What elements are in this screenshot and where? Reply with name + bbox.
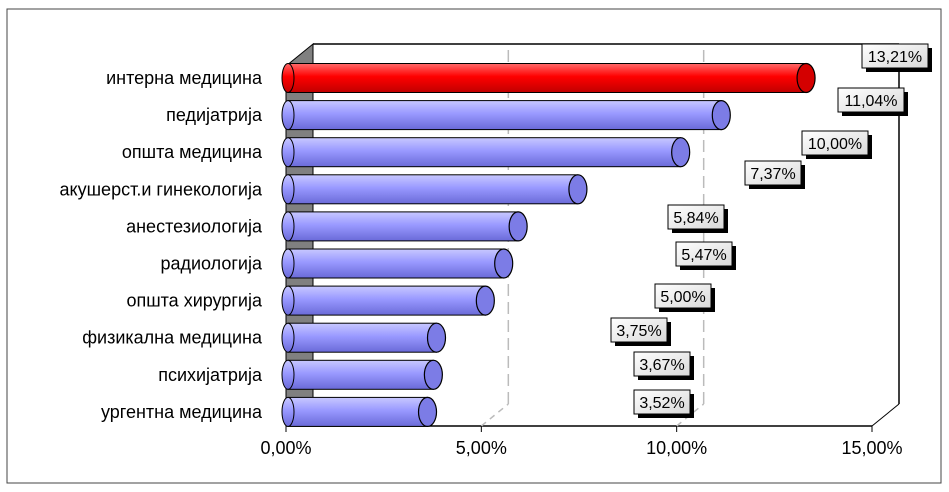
bar-end-cap (796, 62, 816, 94)
category-label: општа хирургија (126, 291, 263, 311)
category-label: психијатрија (158, 365, 263, 385)
data-label-box (633, 389, 691, 415)
bar (281, 99, 731, 131)
bar-start-cap (281, 63, 295, 93)
x-tick-label: 5,00% (456, 438, 507, 458)
data-label: 5,00% (654, 283, 715, 312)
bar-end-cap (475, 285, 495, 316)
bar (281, 248, 514, 279)
data-label-text: 3,52% (639, 395, 684, 412)
bar-start-cap (281, 137, 295, 168)
bar-body (287, 359, 434, 390)
bar-start-cap (281, 248, 295, 279)
bar-body (287, 100, 722, 131)
data-label-text: 3,75% (616, 323, 661, 340)
bar (281, 396, 438, 427)
bar-end-cap (568, 174, 588, 205)
bar-end-cap (508, 211, 528, 242)
bar (281, 322, 447, 353)
bar-end-cap (423, 359, 443, 390)
x-tick-label: 15,00% (841, 438, 902, 458)
bar (281, 285, 495, 316)
bar-start-cap (281, 100, 295, 131)
data-label-box (837, 87, 905, 113)
data-label: 5,47% (675, 241, 736, 270)
data-label-text: 5,47% (681, 247, 726, 264)
bar (281, 62, 816, 94)
bar-start-cap (281, 174, 295, 205)
data-label-text: 13,21% (868, 49, 922, 66)
bar-end-cap (671, 137, 691, 168)
bar-end-cap (417, 396, 438, 427)
gridline-floor (480, 403, 509, 427)
data-label: 5,84% (667, 204, 728, 233)
x-tick-label: 10,00% (646, 438, 707, 458)
bar-end-cap (494, 248, 514, 279)
category-label: општа медицина (122, 142, 263, 162)
bar-start-cap (281, 396, 295, 427)
data-label-text: 11,04% (844, 93, 897, 110)
data-label-box (633, 351, 691, 377)
data-label: 13,21% (861, 43, 932, 72)
data-label-text: 5,84% (673, 210, 718, 227)
data-label: 3,52% (633, 389, 694, 418)
data-label-text: 7,37% (750, 166, 795, 183)
bar-start-cap (281, 211, 295, 242)
category-label: интерна медицина (106, 68, 263, 88)
bar-start-cap (281, 322, 295, 353)
bar-body (287, 174, 579, 205)
category-label: физикална медицина (82, 328, 263, 348)
data-label-box (654, 283, 712, 309)
bar (281, 174, 588, 205)
bar (281, 359, 443, 390)
bar-start-cap (281, 359, 295, 390)
data-label: 7,37% (744, 160, 805, 189)
bar-body (287, 396, 429, 427)
category-label: анестезиологија (126, 216, 263, 236)
floor-right-edge (871, 403, 900, 427)
bar-body (287, 63, 807, 93)
bar-start-cap (281, 285, 295, 316)
bar-body (287, 211, 519, 242)
bar (281, 137, 691, 168)
data-label: 3,75% (610, 317, 671, 346)
data-label-box (744, 160, 802, 186)
category-label: акушерст.и гинекологија (60, 179, 263, 199)
data-label-box (667, 204, 725, 230)
bar-body (287, 285, 486, 316)
gridline-floor (676, 403, 705, 427)
bar (281, 211, 528, 242)
bar-body (287, 248, 505, 279)
data-label-box (675, 241, 733, 267)
category-label: радиологија (160, 254, 263, 274)
data-label-text: 3,67% (639, 357, 684, 374)
data-label: 11,04% (837, 87, 908, 116)
data-label: 3,67% (633, 351, 694, 380)
bar-end-cap (711, 99, 731, 131)
data-label-text: 5,00% (660, 289, 705, 306)
bar-body (287, 322, 437, 353)
bar-body (287, 137, 682, 168)
data-label-box (610, 317, 668, 343)
bar-end-cap (426, 322, 447, 353)
data-label-text: 10,00% (808, 136, 862, 153)
category-label: педијатрија (166, 105, 263, 125)
category-label: ургентна медицина (101, 402, 263, 422)
data-label-box (861, 43, 929, 69)
data-label: 10,00% (801, 130, 872, 159)
data-label-box (801, 130, 869, 156)
x-tick-label: 0,00% (260, 438, 311, 458)
